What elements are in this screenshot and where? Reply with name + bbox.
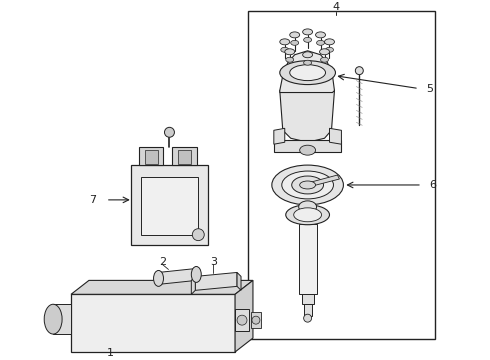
Ellipse shape [304,314,312,322]
Ellipse shape [290,65,325,81]
Ellipse shape [294,208,321,222]
Ellipse shape [291,40,299,45]
Ellipse shape [281,47,289,52]
Ellipse shape [285,49,294,55]
Ellipse shape [316,32,325,38]
Ellipse shape [252,316,260,324]
Ellipse shape [325,47,334,52]
Ellipse shape [286,57,294,62]
Ellipse shape [282,171,334,199]
Polygon shape [329,128,342,144]
Polygon shape [235,280,253,352]
Polygon shape [191,276,196,294]
Ellipse shape [319,49,329,55]
Ellipse shape [355,67,363,75]
Ellipse shape [290,32,300,38]
Ellipse shape [299,201,317,213]
Ellipse shape [317,40,324,45]
Ellipse shape [304,60,312,65]
Ellipse shape [280,39,290,45]
Text: 5: 5 [426,84,433,94]
Text: 1: 1 [107,348,114,358]
Ellipse shape [153,270,164,286]
Ellipse shape [320,57,328,62]
Bar [131,165,208,244]
Bar [251,312,261,328]
Bar [304,304,312,316]
Ellipse shape [300,145,316,155]
Ellipse shape [272,165,343,205]
Text: 7: 7 [89,195,97,205]
Polygon shape [280,76,335,142]
Ellipse shape [324,39,335,45]
Ellipse shape [44,304,62,334]
Bar [71,294,235,352]
Bar [178,150,191,164]
Bar [139,147,164,165]
Ellipse shape [280,61,336,85]
Ellipse shape [300,181,316,189]
Bar [141,177,198,235]
Text: 2: 2 [159,257,166,266]
Bar [53,304,71,334]
Polygon shape [237,273,241,290]
Text: 4: 4 [333,2,340,12]
Bar [235,309,249,331]
Polygon shape [274,128,285,144]
Text: 6: 6 [429,180,437,190]
Bar [172,147,197,165]
Bar [248,11,435,339]
Bar [299,224,317,294]
Polygon shape [308,175,340,187]
Polygon shape [196,273,237,290]
Ellipse shape [192,229,204,240]
Ellipse shape [304,37,312,42]
Ellipse shape [165,127,174,137]
Ellipse shape [292,176,323,194]
Polygon shape [71,280,253,294]
Ellipse shape [286,205,329,225]
Ellipse shape [191,266,201,282]
Ellipse shape [237,315,247,325]
Bar [145,150,157,164]
Polygon shape [159,269,196,284]
Ellipse shape [303,52,313,58]
Ellipse shape [303,29,313,35]
Text: 3: 3 [210,257,217,266]
Bar [302,294,314,304]
Polygon shape [280,51,335,93]
Polygon shape [274,140,342,152]
